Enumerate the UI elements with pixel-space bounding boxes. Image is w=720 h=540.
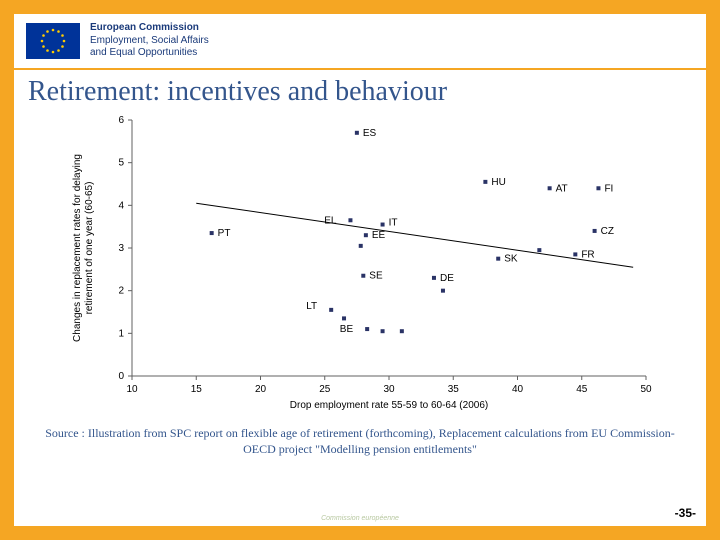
svg-text:SE: SE bbox=[369, 271, 383, 282]
footer-tag: Commission européenne bbox=[321, 515, 399, 522]
svg-text:40: 40 bbox=[512, 384, 524, 395]
svg-text:LT: LT bbox=[306, 301, 317, 312]
svg-text:retirement of one year (60-65): retirement of one year (60-65) bbox=[84, 182, 95, 315]
svg-text:45: 45 bbox=[576, 384, 588, 395]
header-bar: European Commission Employment, Social A… bbox=[14, 14, 706, 70]
svg-text:0: 0 bbox=[118, 371, 124, 382]
svg-text:10: 10 bbox=[126, 384, 138, 395]
svg-text:3: 3 bbox=[118, 243, 124, 254]
svg-text:SK: SK bbox=[504, 254, 518, 265]
scatter-chart: 0123456101520253035404550Drop employment… bbox=[60, 110, 660, 420]
svg-text:HU: HU bbox=[491, 177, 505, 188]
svg-text:5: 5 bbox=[118, 158, 124, 169]
svg-text:IT: IT bbox=[389, 218, 398, 229]
svg-text:Drop employment rate 55-59 to: Drop employment rate 55-59 to 60-64 (200… bbox=[290, 400, 488, 411]
svg-text:BE: BE bbox=[340, 324, 354, 335]
commission-line2: Employment, Social Affairs bbox=[90, 35, 209, 48]
svg-text:FR: FR bbox=[581, 249, 594, 260]
svg-text:FI: FI bbox=[604, 183, 613, 194]
svg-text:EE: EE bbox=[372, 230, 386, 241]
svg-text:25: 25 bbox=[319, 384, 331, 395]
commission-text: European Commission Employment, Social A… bbox=[90, 22, 209, 60]
commission-line3: and Equal Opportunities bbox=[90, 47, 209, 60]
svg-text:ES: ES bbox=[363, 128, 377, 139]
svg-text:4: 4 bbox=[118, 200, 124, 211]
svg-text:2: 2 bbox=[118, 286, 124, 297]
svg-text:1: 1 bbox=[118, 328, 124, 339]
svg-text:PT: PT bbox=[218, 228, 231, 239]
svg-text:AT: AT bbox=[556, 183, 568, 194]
svg-text:EL: EL bbox=[324, 215, 337, 226]
source-text: Source : Illustration from SPC report on… bbox=[14, 420, 706, 457]
svg-text:30: 30 bbox=[383, 384, 395, 395]
eu-flag-icon bbox=[26, 23, 80, 59]
svg-text:35: 35 bbox=[448, 384, 460, 395]
slide-title: Retirement: incentives and behaviour bbox=[14, 70, 706, 110]
commission-line1: European Commission bbox=[90, 22, 209, 35]
svg-text:50: 50 bbox=[640, 384, 652, 395]
svg-text:CZ: CZ bbox=[601, 226, 614, 237]
svg-text:20: 20 bbox=[255, 384, 267, 395]
svg-text:6: 6 bbox=[118, 115, 124, 126]
slide-frame: European Commission Employment, Social A… bbox=[0, 0, 720, 540]
svg-text:Changes in replacement rates f: Changes in replacement rates for delayin… bbox=[72, 154, 83, 342]
svg-text:DE: DE bbox=[440, 273, 454, 284]
page-number: -35- bbox=[675, 506, 696, 520]
svg-text:15: 15 bbox=[191, 384, 203, 395]
